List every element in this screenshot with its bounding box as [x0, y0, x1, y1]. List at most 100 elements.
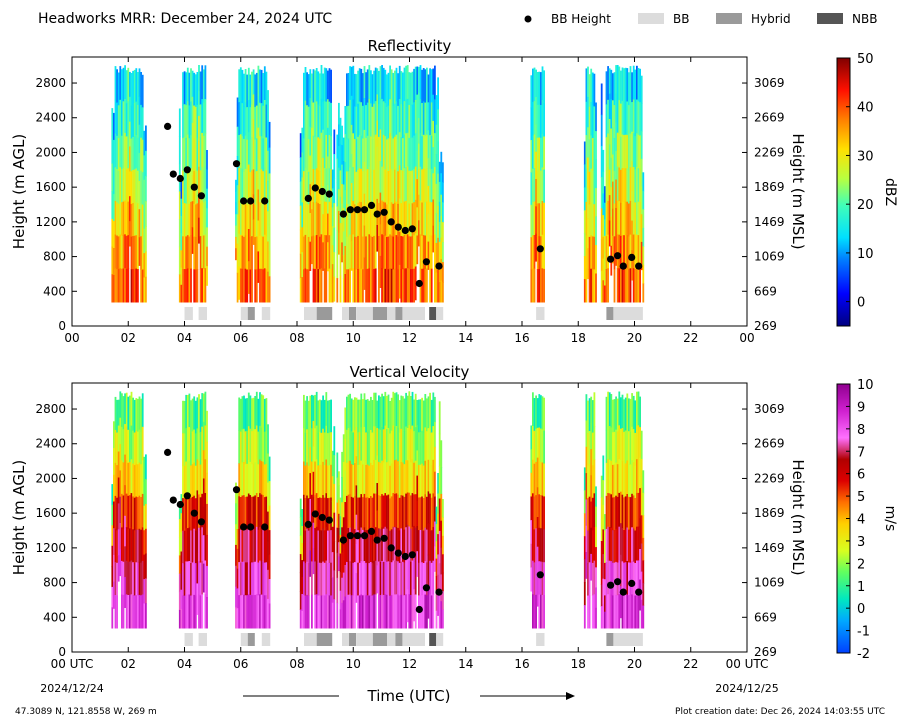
echo-field	[111, 65, 645, 303]
bb-type-bb	[436, 633, 444, 646]
y-tick-label-right: 269	[754, 645, 777, 659]
y-tick-label-right: 1469	[754, 541, 785, 555]
y-tick-label-right: 2669	[754, 437, 785, 451]
x-tick-label: 06	[233, 331, 248, 345]
y-tick-label: 0	[58, 645, 66, 659]
bb-height-point	[607, 581, 615, 589]
bb-height-point	[367, 201, 376, 209]
bb-height-point	[401, 552, 409, 561]
bb-height-point	[311, 184, 319, 192]
bb-height-point	[164, 122, 172, 130]
bb-height-point	[318, 513, 326, 522]
bb-height-point	[346, 206, 354, 214]
bb-height-point	[339, 210, 347, 218]
colorbar-tick-label: 10	[857, 247, 874, 262]
bb-height-point	[311, 510, 319, 518]
bb-height-point	[346, 532, 354, 540]
y-axis-label-right: Height (m MSL)	[789, 459, 807, 575]
bb-type-hybrid	[606, 633, 614, 646]
bb-height-point	[169, 496, 177, 504]
colorbar-tick-label: 10	[857, 378, 874, 393]
bb-height-series	[164, 448, 643, 614]
bb-type-hybrid	[395, 633, 403, 646]
bb-type-bb	[240, 633, 248, 646]
bright-band-type-bar	[184, 307, 643, 320]
x-tick-label: 02	[121, 657, 136, 671]
y-tick-label-right: 3069	[754, 402, 785, 416]
y-tick-label-right: 1469	[754, 215, 785, 229]
x-tick-label: 22	[683, 657, 698, 671]
y-tick-label-right: 669	[754, 610, 777, 624]
x-tick-label: 14	[458, 657, 473, 671]
legend-label-nbb: NBB	[852, 12, 877, 26]
y-tick-label: 400	[43, 610, 66, 624]
colorbar-tick-label: 7	[857, 445, 865, 460]
y-tick-label: 400	[43, 284, 66, 298]
bb-height-point	[197, 518, 205, 526]
bb-height-point	[373, 536, 381, 544]
y-tick-label: 2400	[35, 437, 66, 451]
bb-type-bb	[402, 307, 425, 320]
bb-type-bb	[402, 633, 425, 646]
legend-swatch-hybrid	[716, 13, 742, 24]
colorbar	[836, 57, 851, 327]
bb-height-point	[240, 523, 248, 531]
bb-height-point	[183, 166, 191, 174]
bb-height-point	[387, 544, 395, 552]
legend-label-bb-height: BB Height	[551, 12, 611, 26]
bb-height-point	[261, 197, 269, 205]
bb-type-hybrid	[606, 307, 614, 320]
bb-height-point	[325, 516, 333, 524]
time-arrow-head	[566, 692, 575, 700]
bb-height-point	[318, 187, 326, 196]
bb-height-point	[373, 210, 381, 218]
bb-type-bb	[436, 307, 444, 320]
y-tick-label-right: 1869	[754, 180, 785, 194]
y-tick-label-right: 3069	[754, 76, 785, 90]
bb-type-hybrid	[316, 307, 333, 320]
bb-height-point	[422, 258, 430, 266]
bb-height-point	[635, 588, 643, 596]
x-tick-label: 00 UTC	[51, 657, 94, 671]
bb-height-point	[232, 160, 241, 168]
bb-height-point	[339, 536, 347, 544]
colorbar-tick-label: 30	[857, 149, 874, 164]
y-tick-label: 1200	[35, 215, 66, 229]
bb-type-bb	[261, 633, 271, 646]
x-tick-label: 20	[627, 657, 642, 671]
bb-height-point	[176, 500, 184, 509]
bb-type-hybrid	[247, 633, 255, 646]
bb-type-bb	[198, 633, 207, 646]
plot-creation-date: Plot creation date: Dec 26, 2024 14:03:5…	[675, 707, 885, 717]
bb-height-point	[628, 253, 636, 261]
x-tick-label: 12	[402, 331, 417, 345]
bb-type-bb	[240, 307, 248, 320]
panel-title: Reflectivity	[368, 37, 452, 55]
x-tick-label: 02	[121, 331, 136, 345]
bb-height-point	[360, 532, 369, 540]
x-tick-label: 00 UTC	[726, 657, 769, 671]
bb-height-point	[619, 588, 627, 596]
y-tick-label: 1600	[35, 180, 66, 194]
colorbar-tick-label: 20	[857, 198, 874, 213]
y-tick-label: 1600	[35, 506, 66, 520]
y-axis-label: Height (m AGL)	[10, 460, 28, 575]
bb-type-bb	[536, 633, 545, 646]
bb-height-point	[164, 448, 172, 456]
y-tick-label: 800	[43, 576, 66, 590]
colorbar-tick-label: 0	[857, 296, 865, 311]
y-tick-label-right: 2269	[754, 145, 785, 159]
bb-height-point	[261, 523, 269, 531]
bb-height-point	[536, 571, 544, 579]
colorbar-tick-label: 1	[857, 580, 865, 595]
y-tick-label: 2800	[35, 76, 66, 90]
colorbar-tick-label: 3	[857, 535, 865, 550]
bb-type-nbb	[429, 307, 437, 320]
colorbar-tick-label: 40	[857, 101, 874, 116]
bb-type-bb	[387, 307, 396, 320]
bb-height-point	[394, 223, 402, 231]
bb-height-point	[607, 255, 615, 263]
site-location: 47.3089 N, 121.8558 W, 269 m	[15, 707, 157, 717]
y-tick-label: 800	[43, 250, 66, 264]
